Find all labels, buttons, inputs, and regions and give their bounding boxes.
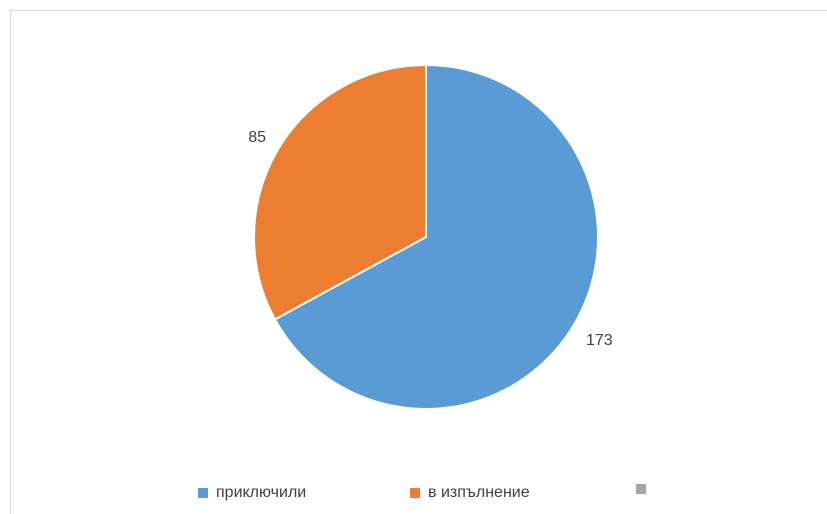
data-label-completed: 173 [586, 332, 613, 349]
legend-swatch-completed [198, 488, 208, 498]
legend-item-empty [636, 484, 654, 494]
legend-swatch-empty [636, 484, 646, 494]
pie-slice-completed [273, 63, 599, 410]
legend-label-completed: приключили [216, 484, 307, 501]
legend-label-in-progress: в изпълнение [428, 484, 530, 501]
legend-item-completed: приключили [198, 484, 306, 502]
pie-slice-in-progress [253, 63, 427, 321]
data-label-in-progress: 85 [248, 129, 266, 146]
chart-legend: приключили в изпълнение [0, 484, 827, 506]
legend-swatch-in-progress [410, 488, 420, 498]
legend-item-in-progress: в изпълнение [410, 484, 530, 502]
